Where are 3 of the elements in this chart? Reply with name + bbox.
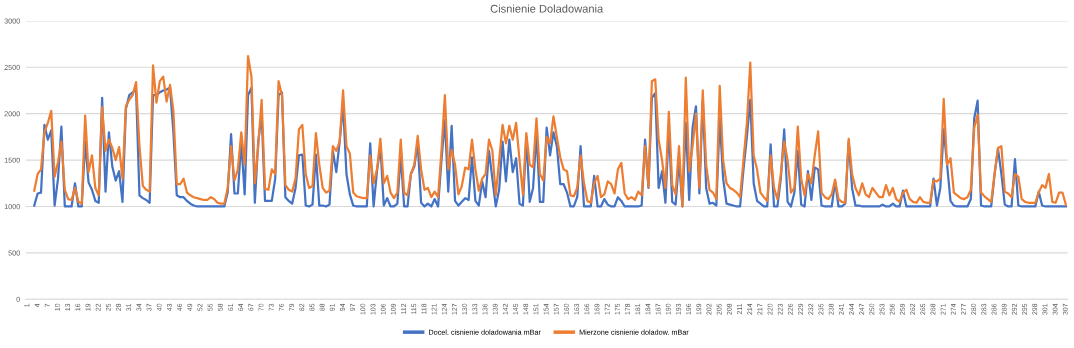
chart-title: Cisnienie Doladowania [490,4,604,13]
line-series [33,86,1067,208]
line-series [33,55,1067,208]
